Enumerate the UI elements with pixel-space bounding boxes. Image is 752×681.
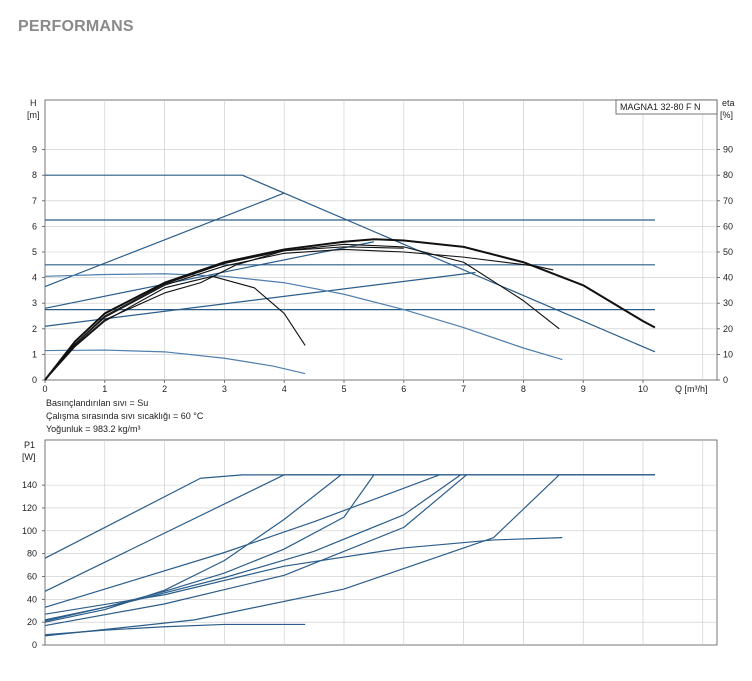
power-line-6 (44, 474, 467, 627)
y2-tick-label: 40 (723, 273, 733, 283)
x-tick-label: 8 (521, 384, 526, 394)
x-tick-label: 1 (102, 384, 107, 394)
series-line-13 (44, 246, 404, 381)
y-tick-label: 20 (27, 617, 37, 627)
y2-axis-label: eta (722, 98, 735, 108)
y-tick-label: 60 (27, 571, 37, 581)
y2-axis-unit: [%] (720, 110, 733, 120)
y-axis-label: P1 (24, 440, 35, 450)
plot-frame (44, 439, 718, 646)
power-line-5 (44, 474, 461, 622)
x-tick-label: 7 (461, 384, 466, 394)
series-line-8 (44, 349, 306, 375)
x-tick-label: 9 (581, 384, 586, 394)
y-tick-label: 140 (22, 480, 37, 490)
series-line-11 (44, 248, 554, 381)
y-tick-label: 5 (32, 247, 37, 257)
series-line-7 (44, 273, 563, 361)
y-tick-label: 6 (32, 221, 37, 231)
y-tick-label: 0 (32, 640, 37, 650)
y2-tick-label: 30 (723, 298, 733, 308)
power-line-7 (44, 474, 655, 637)
plot-frame (44, 99, 718, 381)
y2-tick-label: 60 (723, 221, 733, 231)
series-line-0 (45, 174, 656, 353)
model-label: MAGNA1 32-80 F N (620, 102, 701, 112)
x-tick-label: 10 (638, 384, 648, 394)
y-tick-label: 3 (32, 298, 37, 308)
y-tick-label: 2 (32, 324, 37, 334)
power-line-4 (44, 474, 440, 608)
y-tick-label: 80 (27, 549, 37, 559)
power-line-2 (44, 474, 342, 623)
condition-temperature: Çalışma sırasında sıvı sıcaklığı = 60 °C (46, 411, 204, 421)
condition-liquid: Basınçlandırılan sıvı = Su (46, 398, 149, 408)
power-line-8 (44, 537, 563, 615)
y-axis-label: H (30, 98, 37, 108)
x-tick-label: 3 (222, 384, 227, 394)
series-line-6 (44, 241, 375, 309)
y-tick-label: 4 (32, 273, 37, 283)
x-tick-label: 5 (341, 384, 346, 394)
y2-tick-label: 90 (723, 145, 733, 155)
y-tick-label: 9 (32, 145, 37, 155)
power-chart: 0 20 40 60 80 100 120 140 P1 [W] (22, 439, 718, 650)
y2-tick-label: 0 (723, 375, 728, 385)
x-axis-label: Q [m³/h] (675, 384, 708, 394)
x-tick-label: 6 (401, 384, 406, 394)
power-line-1 (44, 474, 655, 592)
x-tick-label: 4 (282, 384, 287, 394)
y2-tick-label: 80 (723, 170, 733, 180)
page-title: PERFORMANS (18, 18, 134, 35)
y-axis-unit: [W] (22, 452, 36, 462)
x-tick-label: 0 (42, 384, 47, 394)
series-line-9 (44, 238, 656, 381)
power-line-9 (44, 623, 306, 636)
series-line-4 (44, 192, 285, 288)
condition-density: Yoğunluk = 983.2 kg/m³ (46, 424, 141, 434)
y-tick-label: 8 (32, 170, 37, 180)
y-tick-label: 0 (32, 375, 37, 385)
y-tick-label: 1 (32, 349, 37, 359)
x-tick-label: 2 (162, 384, 167, 394)
y-tick-label: 7 (32, 196, 37, 206)
series-line-12 (44, 275, 306, 381)
series-line-5 (44, 271, 476, 327)
y2-tick-label: 20 (723, 324, 733, 334)
y2-tick-label: 70 (723, 196, 733, 206)
model-label-box (615, 99, 718, 115)
y-tick-label: 100 (22, 526, 37, 536)
y-axis-unit: [m] (27, 110, 40, 120)
y-tick-label: 120 (22, 503, 37, 513)
y2-tick-label: 50 (723, 247, 733, 257)
y2-tick-label: 10 (723, 349, 733, 359)
y-tick-label: 40 (27, 594, 37, 604)
power-line-0 (44, 474, 655, 559)
